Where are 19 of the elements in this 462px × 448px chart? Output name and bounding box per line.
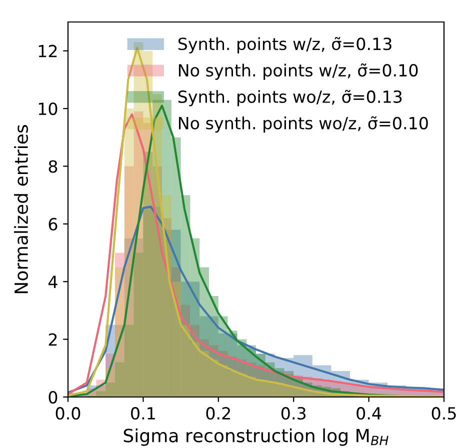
y-axis-title: Normalized entries <box>14 125 28 294</box>
legend-label: Synth. points w/z, σ̃=0.13 <box>178 37 392 54</box>
y-tick-label: 8 <box>48 160 58 173</box>
y-tick-label: 2 <box>48 333 57 346</box>
x-tick-label: 0.2 <box>206 407 230 420</box>
x-tick-label: 0.5 <box>432 407 456 420</box>
x-tick-label: 0.3 <box>281 407 306 420</box>
legend-label: Synth. points wo/z, σ̃=0.13 <box>178 90 402 106</box>
x-tick-label: 0.0 <box>56 407 80 420</box>
y-tick-label: 10 <box>38 102 58 116</box>
y-tick-label: 6 <box>48 218 58 230</box>
legend-label: No synth. points w/z, σ̃=0.10 <box>178 63 418 80</box>
x-axis-title: Sigma reconstruction log M$_{BH}$ <box>124 428 388 446</box>
x-tick-label: 0.1 <box>131 407 155 420</box>
y-tick-label: 4 <box>48 276 58 288</box>
y-tick-label: 0 <box>48 390 58 404</box>
legend-label: No synth. points wo/z, σ̃=0.10 <box>178 116 428 133</box>
y-tick-label: 12 <box>38 44 57 58</box>
x-tick-label: 0.4 <box>356 407 382 420</box>
